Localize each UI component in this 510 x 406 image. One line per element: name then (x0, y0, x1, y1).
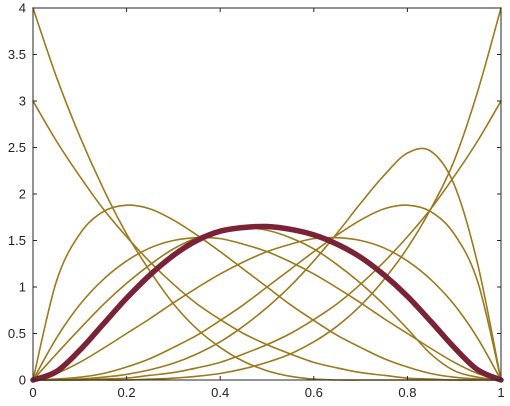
series-layer (30, 7, 504, 383)
y-tick-label: 0.5 (8, 326, 26, 341)
y-tick-label: 3 (19, 94, 26, 109)
x-tick-label: 1 (497, 385, 504, 400)
axis-layer: 0 0.2 0.4 0.6 0.8 1 0 0.5 1 1.5 2 2.5 3 3.5 4 (8, 1, 505, 401)
x-tick-label: 0.8 (398, 385, 416, 400)
series-line-3 (32, 204, 502, 381)
y-tick-label: 0 (19, 373, 26, 388)
series-line-4 (32, 236, 502, 381)
series-line-7 (32, 204, 502, 381)
x-tick-label: 0.4 (211, 385, 229, 400)
y-tick-label: 2.5 (8, 140, 26, 155)
y-tick-label: 1 (19, 280, 26, 295)
series-line-5 (32, 226, 502, 381)
x-tick-label: 0 (29, 385, 36, 400)
series-line-9 (32, 100, 502, 381)
y-tick-label: 2 (19, 187, 26, 202)
series-line-6 (32, 236, 502, 381)
y-tick-label: 3.5 (8, 47, 26, 62)
series-line-11 (30, 223, 504, 383)
x-tick-label: 0.2 (118, 385, 136, 400)
series-line-8 (32, 147, 502, 381)
y-tick-label: 1.5 (8, 233, 26, 248)
x-tick-label: 0.6 (305, 385, 323, 400)
series-line-2 (32, 100, 502, 381)
y-tick-label: 4 (19, 1, 26, 16)
